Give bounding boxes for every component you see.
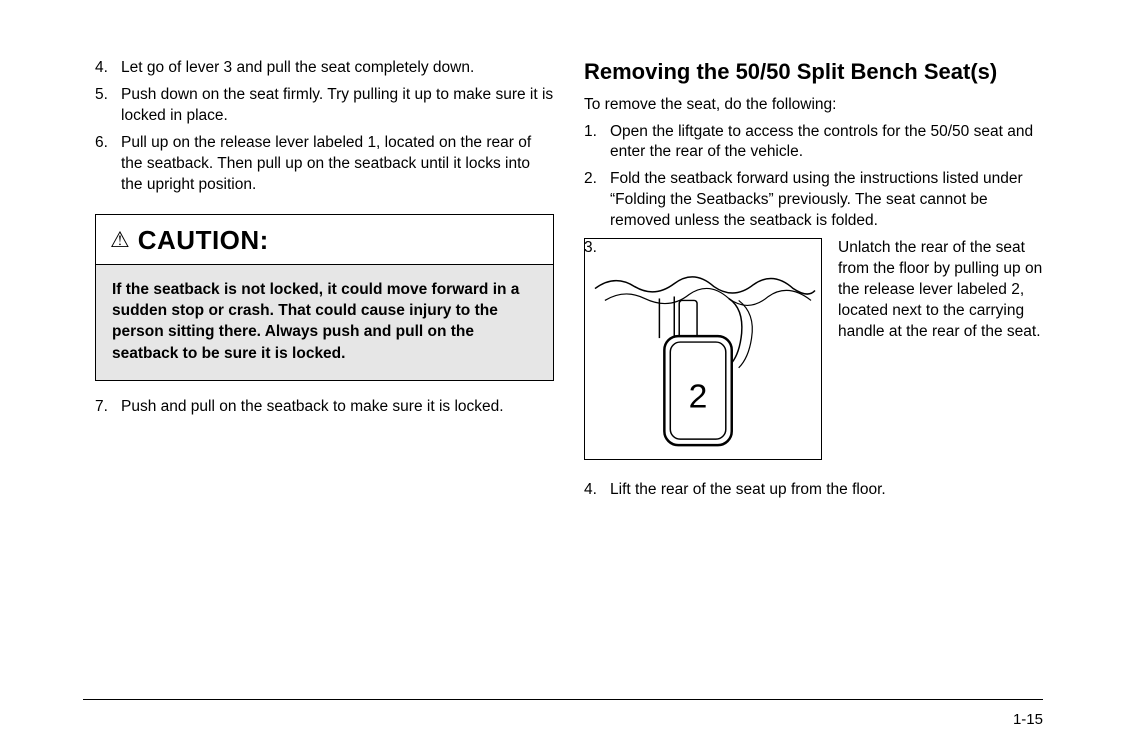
- left-step-7: 7. Push and pull on the seatback to make…: [95, 397, 554, 418]
- two-column-layout: 4. Let go of lever 3 and pull the seat c…: [95, 58, 1043, 501]
- list-item: 6. Pull up on the release lever labeled …: [95, 133, 554, 196]
- item-text: Fold the seatback forward using the inst…: [610, 170, 1023, 229]
- list-item: 5. Push down on the seat firmly. Try pul…: [95, 85, 554, 127]
- section-heading: Removing the 50/50 Split Bench Seat(s): [584, 58, 1043, 86]
- item-number: 4.: [584, 480, 597, 501]
- item-number: 2.: [584, 169, 597, 190]
- item-text: Let go of lever 3 and pull the seat comp…: [121, 59, 474, 76]
- item-number: 5.: [95, 85, 108, 106]
- item-number: 3.: [584, 238, 597, 259]
- figure-with-step3: 2 3. Unlatch the rear of the seat from t…: [584, 238, 1043, 460]
- item-text: Push down on the seat firmly. Try pullin…: [121, 86, 553, 124]
- item-number: 6.: [95, 133, 108, 154]
- caution-header: ⚠ CAUTION:: [96, 215, 553, 265]
- item-text: Lift the rear of the seat up from the fl…: [610, 481, 886, 498]
- item-text: Push and pull on the seatback to make su…: [121, 398, 504, 415]
- caution-box: ⚠ CAUTION: If the seatback is not locked…: [95, 214, 554, 382]
- footer-rule: [83, 699, 1043, 700]
- intro-text: To remove the seat, do the following:: [584, 96, 1043, 114]
- left-column: 4. Let go of lever 3 and pull the seat c…: [95, 58, 554, 501]
- step-4: 4. Lift the rear of the seat up from the…: [584, 480, 1043, 501]
- item-number: 7.: [95, 397, 108, 418]
- figure-label-2: 2: [689, 379, 708, 416]
- left-steps-4-6: 4. Let go of lever 3 and pull the seat c…: [95, 58, 554, 196]
- step-3: 3. Unlatch the rear of the seat from the…: [584, 238, 1043, 343]
- item-number: 1.: [584, 122, 597, 143]
- caution-body-text: If the seatback is not locked, it could …: [96, 265, 553, 381]
- item-text: Unlatch the rear of the seat from the fl…: [838, 239, 1042, 340]
- list-item: 7. Push and pull on the seatback to make…: [95, 397, 554, 418]
- list-item: 2. Fold the seatback forward using the i…: [584, 169, 1043, 232]
- page-number: 1-15: [1013, 711, 1043, 728]
- list-item: 4. Let go of lever 3 and pull the seat c…: [95, 58, 554, 79]
- right-steps-1-2: 1. Open the liftgate to access the contr…: [584, 122, 1043, 233]
- list-item: 1. Open the liftgate to access the contr…: [584, 122, 1043, 164]
- caution-label: CAUTION:: [138, 225, 269, 256]
- right-column: Removing the 50/50 Split Bench Seat(s) T…: [584, 58, 1043, 501]
- item-text: Pull up on the release lever labeled 1, …: [121, 134, 531, 193]
- warning-triangle-icon: ⚠: [110, 229, 130, 251]
- item-text: Open the liftgate to access the controls…: [610, 123, 1033, 161]
- item-number: 4.: [95, 58, 108, 79]
